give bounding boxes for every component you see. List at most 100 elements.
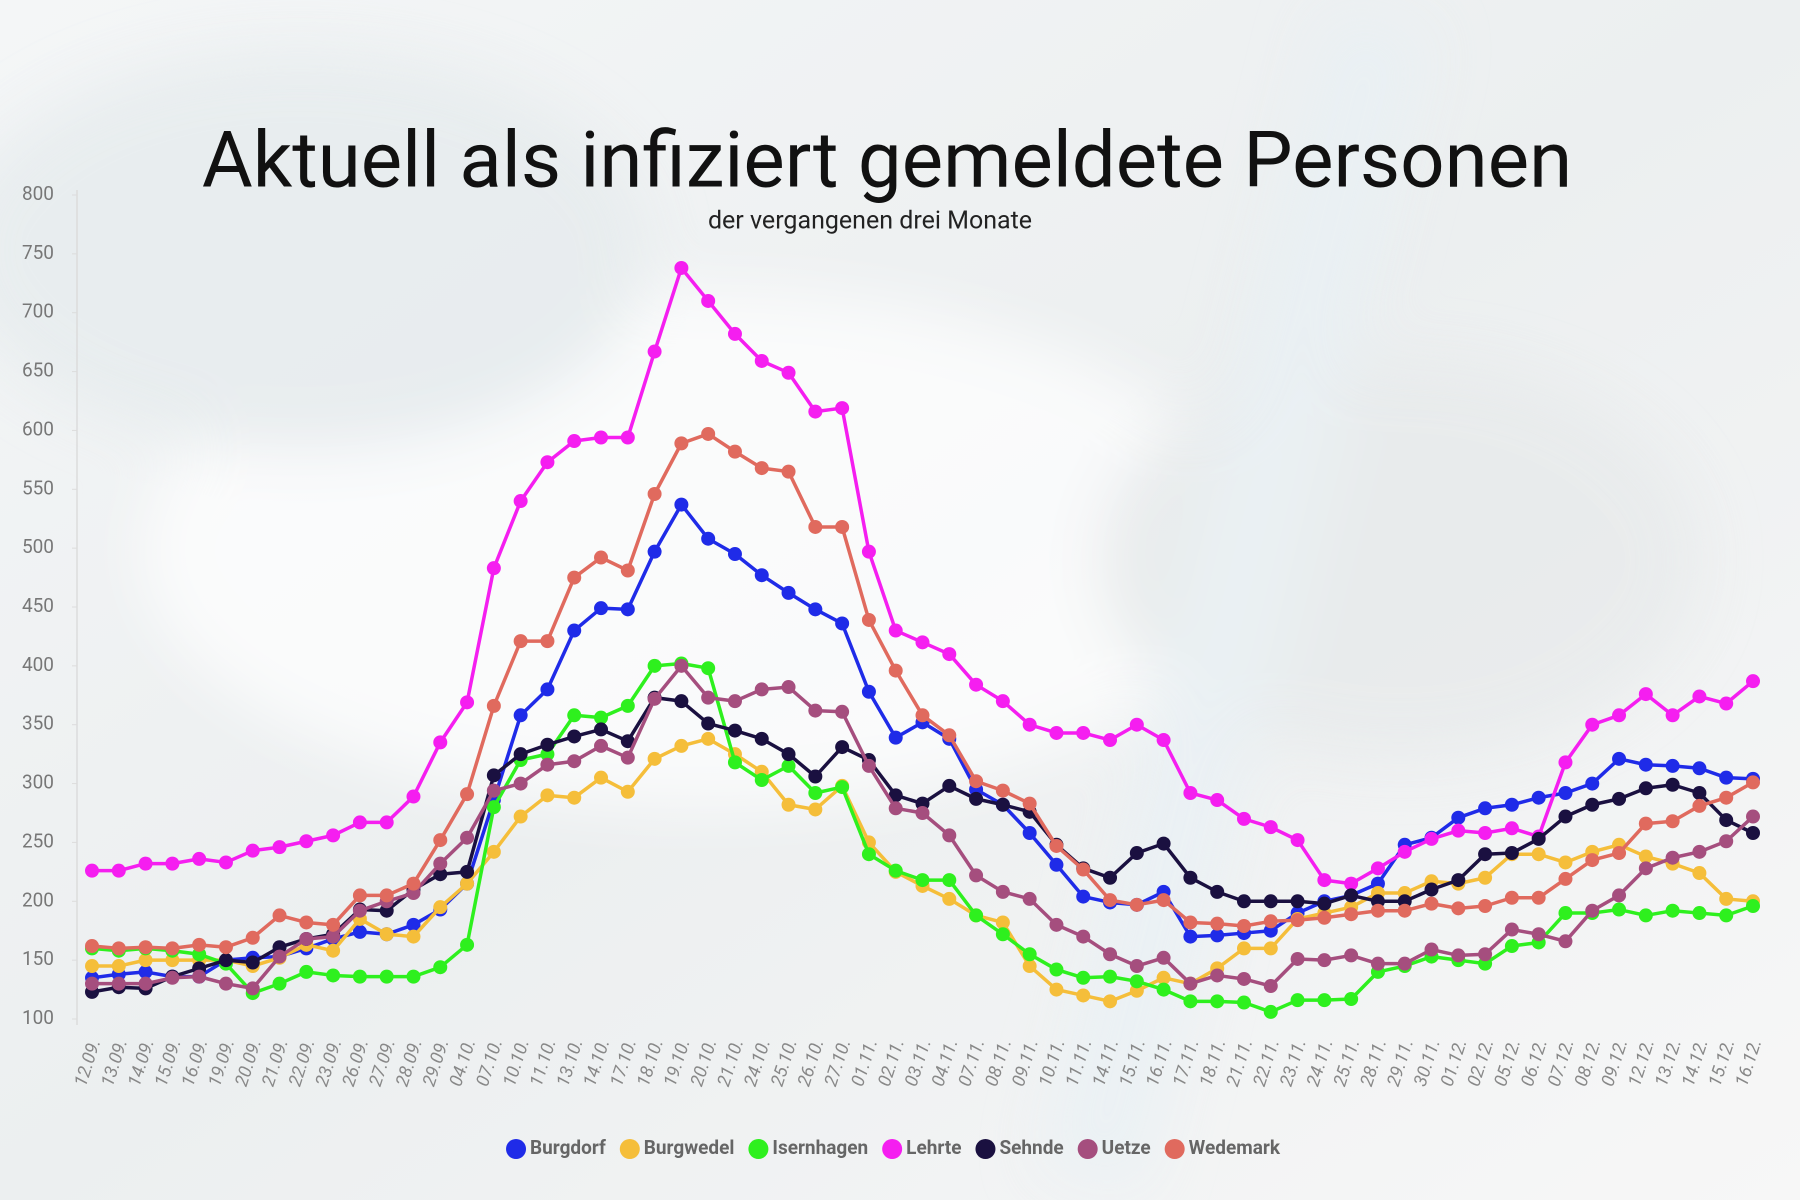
data-point <box>1612 888 1627 903</box>
data-point <box>888 623 903 638</box>
data-point <box>1424 882 1439 897</box>
data-point <box>1504 797 1519 812</box>
data-point <box>218 953 233 968</box>
data-point <box>969 868 984 883</box>
data-point <box>1210 916 1225 931</box>
data-point <box>1478 826 1493 841</box>
data-point <box>540 634 555 649</box>
data-point <box>460 695 475 710</box>
data-point <box>701 716 716 731</box>
data-point <box>969 677 984 692</box>
data-point <box>1103 733 1118 748</box>
data-point <box>781 585 796 600</box>
data-point <box>1263 941 1278 956</box>
data-point <box>647 344 662 359</box>
data-point <box>1638 861 1653 876</box>
data-point <box>567 434 582 449</box>
data-point <box>594 710 609 725</box>
data-point <box>835 401 850 416</box>
data-point <box>620 698 635 713</box>
data-point <box>754 731 769 746</box>
data-point <box>1344 948 1359 963</box>
data-point <box>1103 870 1118 885</box>
data-point <box>808 785 823 800</box>
data-point <box>433 833 448 848</box>
data-point <box>701 426 716 441</box>
data-point <box>486 800 501 815</box>
data-point <box>1612 846 1627 861</box>
data-point <box>781 680 796 695</box>
data-point <box>1665 708 1680 723</box>
y-tick-label: 450 <box>22 594 54 617</box>
data-point <box>861 612 876 627</box>
data-point <box>1129 959 1144 974</box>
data-point <box>1344 907 1359 922</box>
data-point <box>888 730 903 745</box>
data-point <box>460 864 475 879</box>
y-tick-label: 750 <box>22 241 54 264</box>
data-point <box>406 929 421 944</box>
data-point <box>379 815 394 830</box>
data-point <box>1236 894 1251 909</box>
data-point <box>326 917 341 932</box>
data-point <box>352 903 367 918</box>
data-point <box>1236 995 1251 1010</box>
data-point <box>1692 866 1707 881</box>
y-tick-label: 700 <box>22 300 54 323</box>
data-point <box>1156 970 1171 985</box>
chart-title: Aktuell als infiziert gemeldete Personen <box>202 116 1572 207</box>
data-point <box>1370 956 1385 971</box>
data-point <box>1504 922 1519 937</box>
data-point <box>1236 941 1251 956</box>
y-tick-label: 550 <box>22 476 54 499</box>
data-point <box>1049 725 1064 740</box>
data-point <box>861 758 876 773</box>
data-point <box>1746 826 1760 841</box>
y-tick-label: 350 <box>22 712 54 735</box>
data-point <box>1317 993 1332 1008</box>
data-point <box>1558 855 1573 870</box>
data-point <box>352 888 367 903</box>
data-point <box>1129 846 1144 861</box>
data-point <box>754 568 769 583</box>
data-point <box>888 801 903 816</box>
data-point <box>888 788 903 803</box>
data-point <box>1210 928 1225 943</box>
data-point <box>272 908 287 923</box>
data-point <box>352 969 367 984</box>
data-point <box>1638 908 1653 923</box>
data-point <box>1263 979 1278 994</box>
legend-marker <box>882 1139 903 1159</box>
data-point <box>406 789 421 804</box>
data-point <box>1183 915 1198 930</box>
data-point <box>1638 816 1653 831</box>
data-point <box>111 959 126 974</box>
y-tick-label: 800 <box>22 182 54 205</box>
y-tick-label: 150 <box>22 947 54 970</box>
data-point <box>1585 903 1600 918</box>
data-point <box>192 851 207 866</box>
data-point <box>1210 793 1225 808</box>
data-point <box>245 981 260 996</box>
data-point <box>192 937 207 952</box>
data-point <box>1397 903 1412 918</box>
data-point <box>486 768 501 783</box>
data-point <box>942 873 957 888</box>
data-point <box>1746 809 1760 824</box>
data-point <box>1022 891 1037 906</box>
data-point <box>808 519 823 534</box>
data-point <box>1183 870 1198 885</box>
data-point <box>674 658 689 673</box>
data-point <box>1692 785 1707 800</box>
data-point <box>727 723 742 738</box>
data-point <box>727 326 742 341</box>
legend-marker <box>748 1139 769 1159</box>
data-point <box>1478 870 1493 885</box>
data-point <box>1504 939 1519 954</box>
data-point <box>1478 898 1493 913</box>
data-point <box>540 682 555 697</box>
data-point <box>942 728 957 743</box>
data-point <box>513 634 528 649</box>
data-point <box>1638 849 1653 864</box>
data-point <box>701 293 716 308</box>
